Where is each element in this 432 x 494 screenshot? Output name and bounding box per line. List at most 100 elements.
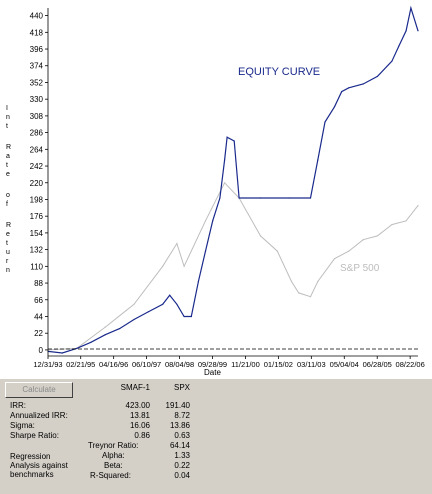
equity-curve-point bbox=[405, 30, 407, 32]
sp500-point bbox=[317, 280, 319, 283]
equity-curve-point bbox=[341, 91, 343, 93]
sp500-point bbox=[204, 220, 207, 222]
sp500-point bbox=[309, 296, 312, 298]
sharpe-ratio-smaf-value: 0.86 bbox=[134, 431, 150, 440]
x-tick-label: 06/28/05 bbox=[363, 360, 392, 369]
sp500-label: S&P 500 bbox=[340, 263, 380, 274]
x-tick-label: 12/31/93 bbox=[33, 360, 62, 369]
sp500-point bbox=[104, 326, 106, 328]
sp500-point bbox=[405, 220, 407, 222]
equity-curve-point bbox=[104, 334, 106, 336]
irr-smaf-value: 423.00 bbox=[125, 401, 150, 410]
sigma-spx-value: 13.86 bbox=[169, 421, 190, 430]
y-tick-label: 88 bbox=[34, 279, 43, 288]
equity-curve-point bbox=[417, 30, 419, 32]
annualized-irr-smaf-value: 13.81 bbox=[129, 411, 150, 420]
equity-curve-point bbox=[288, 197, 290, 199]
equity-curve-point bbox=[238, 197, 240, 199]
sp500-point bbox=[298, 292, 300, 294]
equity-curve-point bbox=[147, 311, 149, 313]
sp500-point bbox=[183, 265, 185, 267]
x-tick-label: 03/11/03 bbox=[297, 360, 326, 369]
y-tick-label: 132 bbox=[30, 246, 44, 255]
y-tick-label: 440 bbox=[30, 12, 44, 21]
column-header-spx: SPX bbox=[173, 383, 190, 392]
y-tick-label: 352 bbox=[30, 78, 44, 87]
sp500-point bbox=[162, 265, 164, 267]
equity-curve-point bbox=[362, 83, 364, 85]
sp500-point bbox=[376, 235, 378, 237]
treynor-ratio-label: Treynor Ratio: bbox=[88, 441, 139, 450]
y-tick-label: 198 bbox=[30, 195, 44, 204]
sp500-point bbox=[224, 182, 226, 184]
calculate-button[interactable]: Calculate bbox=[5, 382, 73, 398]
sp500-point bbox=[391, 224, 393, 226]
y-tick-label: 396 bbox=[30, 45, 44, 54]
sp500-point bbox=[362, 239, 364, 241]
alpha-value: 1.33 bbox=[174, 451, 190, 460]
y-tick-label: 330 bbox=[30, 95, 44, 104]
equity-curve-point bbox=[398, 45, 400, 47]
equity-curve-point bbox=[376, 75, 378, 77]
column-header-smaf: SMAF-1 bbox=[120, 383, 150, 392]
equity-curve-point bbox=[317, 159, 319, 161]
y-tick-label: 176 bbox=[30, 212, 44, 221]
annualized-irr-spx-value: 8.72 bbox=[174, 411, 190, 420]
equity-curve-point bbox=[309, 197, 312, 199]
x-tick-label: 04/16/96 bbox=[99, 360, 128, 369]
equity-curve-point bbox=[219, 197, 221, 199]
sp500-point bbox=[276, 250, 278, 252]
chart-title: EQUITY CURVE bbox=[238, 66, 320, 78]
equity-curve-point bbox=[333, 106, 336, 108]
equity-curve-point bbox=[324, 121, 326, 123]
y-tick-label: 44 bbox=[34, 312, 43, 321]
x-tick-label: 05/04/04 bbox=[330, 360, 359, 369]
sp500-point bbox=[133, 303, 135, 305]
sigma-smaf-value: 16.06 bbox=[129, 421, 150, 430]
equity-curve-point bbox=[76, 347, 78, 349]
x-tick-label: 08/04/98 bbox=[165, 360, 194, 369]
sigma-label: Sigma: bbox=[10, 421, 35, 430]
sp500-point bbox=[259, 235, 262, 237]
equity-curve-point bbox=[169, 294, 171, 296]
r-squared-value: 0.04 bbox=[174, 471, 190, 480]
equity-curve-point bbox=[162, 303, 164, 305]
equity-curve-point bbox=[61, 352, 63, 354]
equity-curve-point bbox=[204, 250, 207, 252]
equity-curve-point bbox=[233, 140, 235, 142]
y-ticks: 0 22 44 66 88 110 132 154 176 198 220 242 264 286 308 3… bbox=[30, 12, 48, 355]
y-tick-label: 154 bbox=[30, 229, 44, 238]
beta-value: 0.22 bbox=[174, 461, 190, 470]
y-tick-label: 66 bbox=[34, 296, 43, 305]
x-tick-label: 11/21/00 bbox=[231, 360, 260, 369]
x-tick-label: 01/15/02 bbox=[264, 360, 293, 369]
equity-curve-point bbox=[226, 136, 228, 138]
y-tick-label: 220 bbox=[30, 179, 44, 188]
irr-spx-value: 191.40 bbox=[165, 401, 190, 410]
x-tick-label: 02/21/95 bbox=[66, 360, 95, 369]
sp500-point bbox=[348, 250, 350, 252]
statistics-panel: Calculate SMAF-1 SPX IRR: 423.00 191.40 … bbox=[0, 378, 432, 494]
equity-curve-point bbox=[212, 220, 214, 222]
y-tick-label: 418 bbox=[30, 28, 44, 37]
equity-curve-point bbox=[119, 328, 121, 330]
sp500-point bbox=[417, 205, 419, 207]
beta-label: Beta: bbox=[104, 461, 123, 470]
x-ticks: 12/31/93 02/21/95 04/16/96 06/10/97 08/04/98… bbox=[33, 356, 425, 369]
x-tick-label: 09/28/99 bbox=[198, 360, 227, 369]
x-tick-label: 08/22/06 bbox=[396, 360, 425, 369]
equity-curve-point bbox=[259, 197, 262, 199]
equity-curve-series-line bbox=[48, 5, 419, 354]
equity-curve-point bbox=[348, 87, 350, 89]
x-axis-label: Date bbox=[204, 368, 221, 377]
y-tick-label: 374 bbox=[30, 62, 44, 71]
series-layer bbox=[47, 5, 419, 354]
equity-curve-point bbox=[410, 7, 412, 9]
